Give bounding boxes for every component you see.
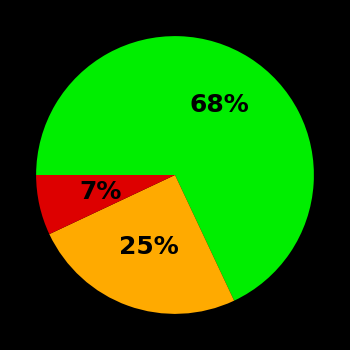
Text: 25%: 25% (119, 235, 179, 259)
Text: 7%: 7% (79, 180, 122, 204)
Wedge shape (36, 175, 175, 234)
Text: 68%: 68% (190, 93, 250, 117)
Wedge shape (49, 175, 234, 314)
Wedge shape (36, 36, 314, 301)
